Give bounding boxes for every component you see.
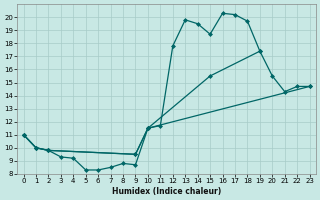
X-axis label: Humidex (Indice chaleur): Humidex (Indice chaleur) <box>112 187 221 196</box>
